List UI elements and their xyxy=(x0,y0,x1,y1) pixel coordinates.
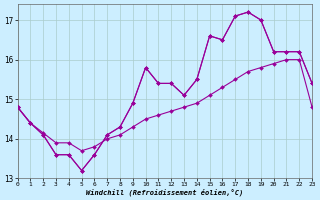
X-axis label: Windchill (Refroidissement éolien,°C): Windchill (Refroidissement éolien,°C) xyxy=(86,188,244,196)
